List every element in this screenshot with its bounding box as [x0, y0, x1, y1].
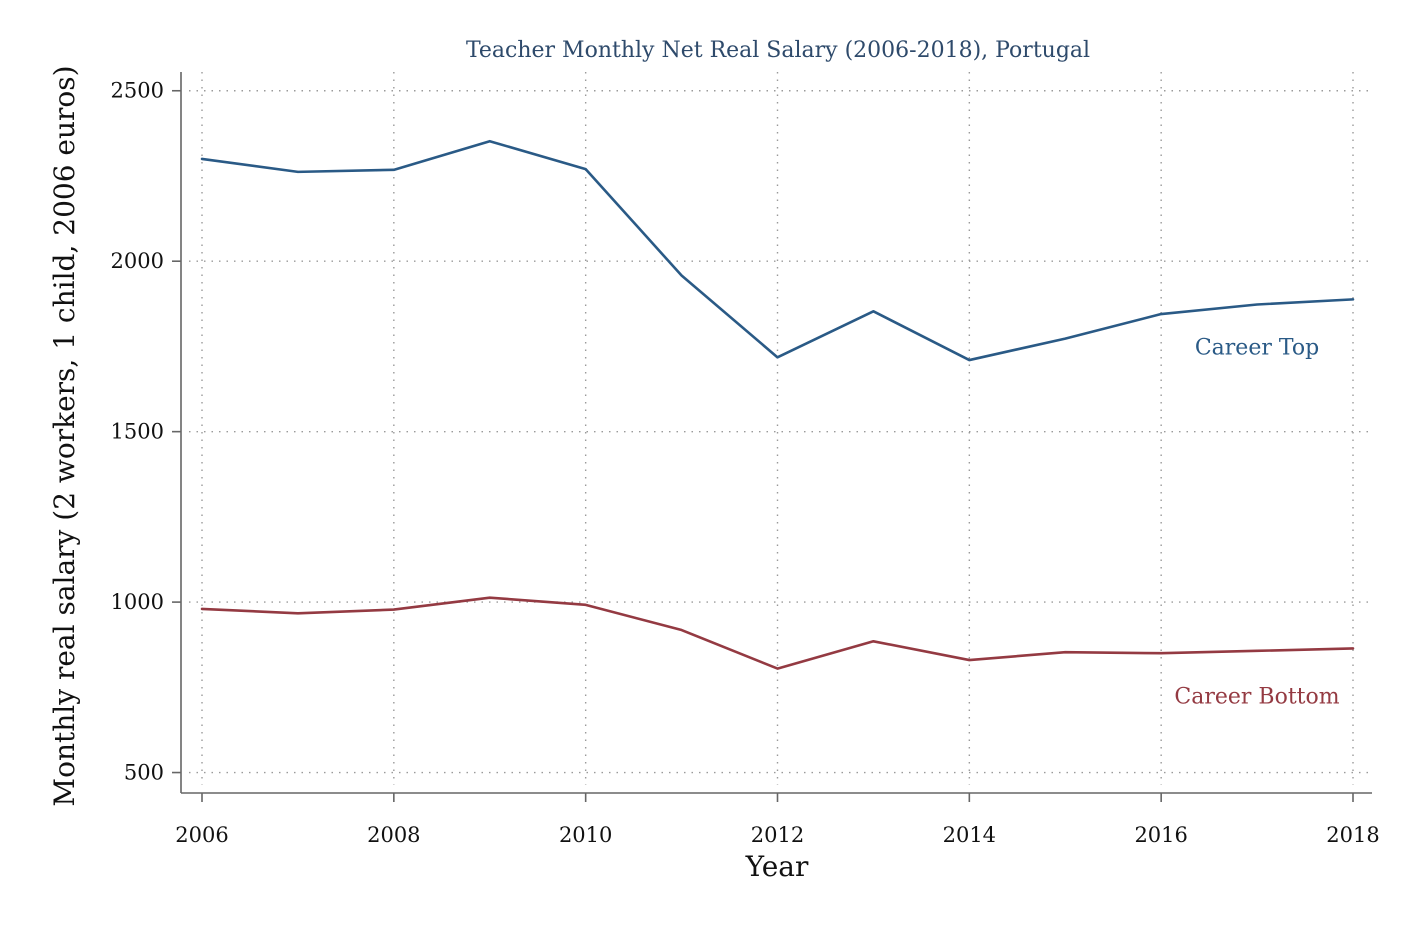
y-tick-label: 1500 [111, 420, 164, 444]
chart-title: Teacher Monthly Net Real Salary (2006-20… [466, 38, 1090, 63]
x-tick-label: 2010 [559, 823, 612, 847]
series-label-career-bottom: Career Bottom [1174, 684, 1339, 709]
series-line-career-bottom [200, 596, 1355, 670]
y-tick-label: 1000 [111, 590, 164, 614]
x-tick-label: 2016 [1134, 823, 1187, 847]
x-tick-label: 2014 [943, 823, 996, 847]
series-lines [200, 139, 1355, 670]
y-tick-label: 500 [124, 761, 164, 785]
series-line-career-top [200, 139, 1355, 362]
x-tick-label: 2008 [367, 823, 420, 847]
x-axis-title: Year [745, 850, 809, 883]
x-tick-label: 2018 [1326, 823, 1379, 847]
y-tick-label: 2000 [111, 249, 164, 273]
x-tick-label: 2006 [175, 823, 228, 847]
series-label-career-top: Career Top [1195, 335, 1319, 360]
gridlines [189, 72, 1368, 785]
y-axis-title: Monthly real salary (2 workers, 1 child,… [48, 65, 81, 806]
axes: 500 1000 1500 2000 2500 2006 2008 2010 2012 2014 2… [111, 72, 1380, 847]
x-tick-label: 2012 [751, 823, 804, 847]
series-labels: Career Top Career Bottom [1174, 335, 1339, 709]
y-tick-label: 2500 [111, 79, 164, 103]
